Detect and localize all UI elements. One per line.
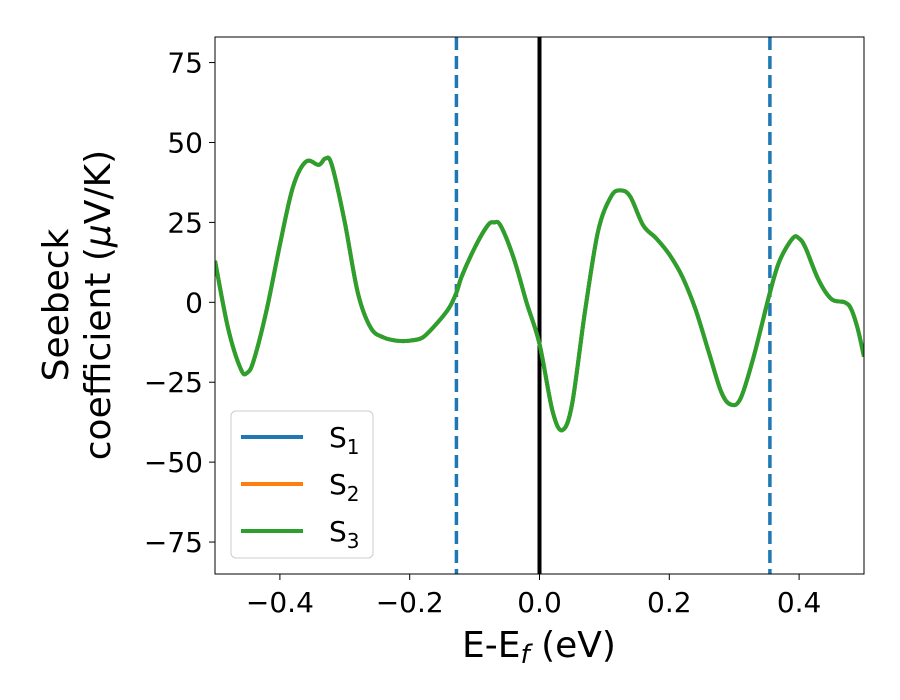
- x-tick-label: 0.0: [517, 586, 562, 619]
- y-tick-label: −75: [144, 526, 203, 559]
- y-axis-label: Seebeck coefficient (μV/K): [36, 150, 119, 460]
- y-tick-label: 0: [185, 286, 203, 319]
- x-axis-ticks: −0.4 −0.2 0.0 0.2 0.4: [246, 574, 821, 619]
- y-axis-label-line1: Seebeck: [36, 228, 77, 381]
- y-tick-label: 25: [167, 206, 203, 239]
- y-axis-ticks: 75 50 25 0 −25 −50 −75: [144, 47, 215, 559]
- x-tick-label: −0.2: [376, 586, 444, 619]
- y-tick-label: 75: [167, 47, 203, 80]
- series-lines: [215, 155, 864, 433]
- legend-label-s1: S1: [329, 421, 360, 459]
- x-tick-label: 0.4: [777, 586, 822, 619]
- y-tick-label: −50: [144, 446, 203, 479]
- y-axis-label-line2: coefficient (μV/K): [78, 150, 119, 460]
- y-tick-label: −25: [144, 366, 203, 399]
- x-tick-label: 0.2: [647, 586, 692, 619]
- legend-label-s3: S3: [329, 515, 360, 553]
- legend: S1 S2 S3: [230, 410, 374, 559]
- x-axis-label: E-Ef (eV): [462, 625, 616, 670]
- reference-lines: [454, 37, 772, 574]
- legend-label-s2: S2: [329, 468, 360, 506]
- x-tick-label: −0.4: [246, 586, 314, 619]
- series-line-s3: [215, 155, 864, 433]
- y-tick-label: 50: [167, 126, 203, 159]
